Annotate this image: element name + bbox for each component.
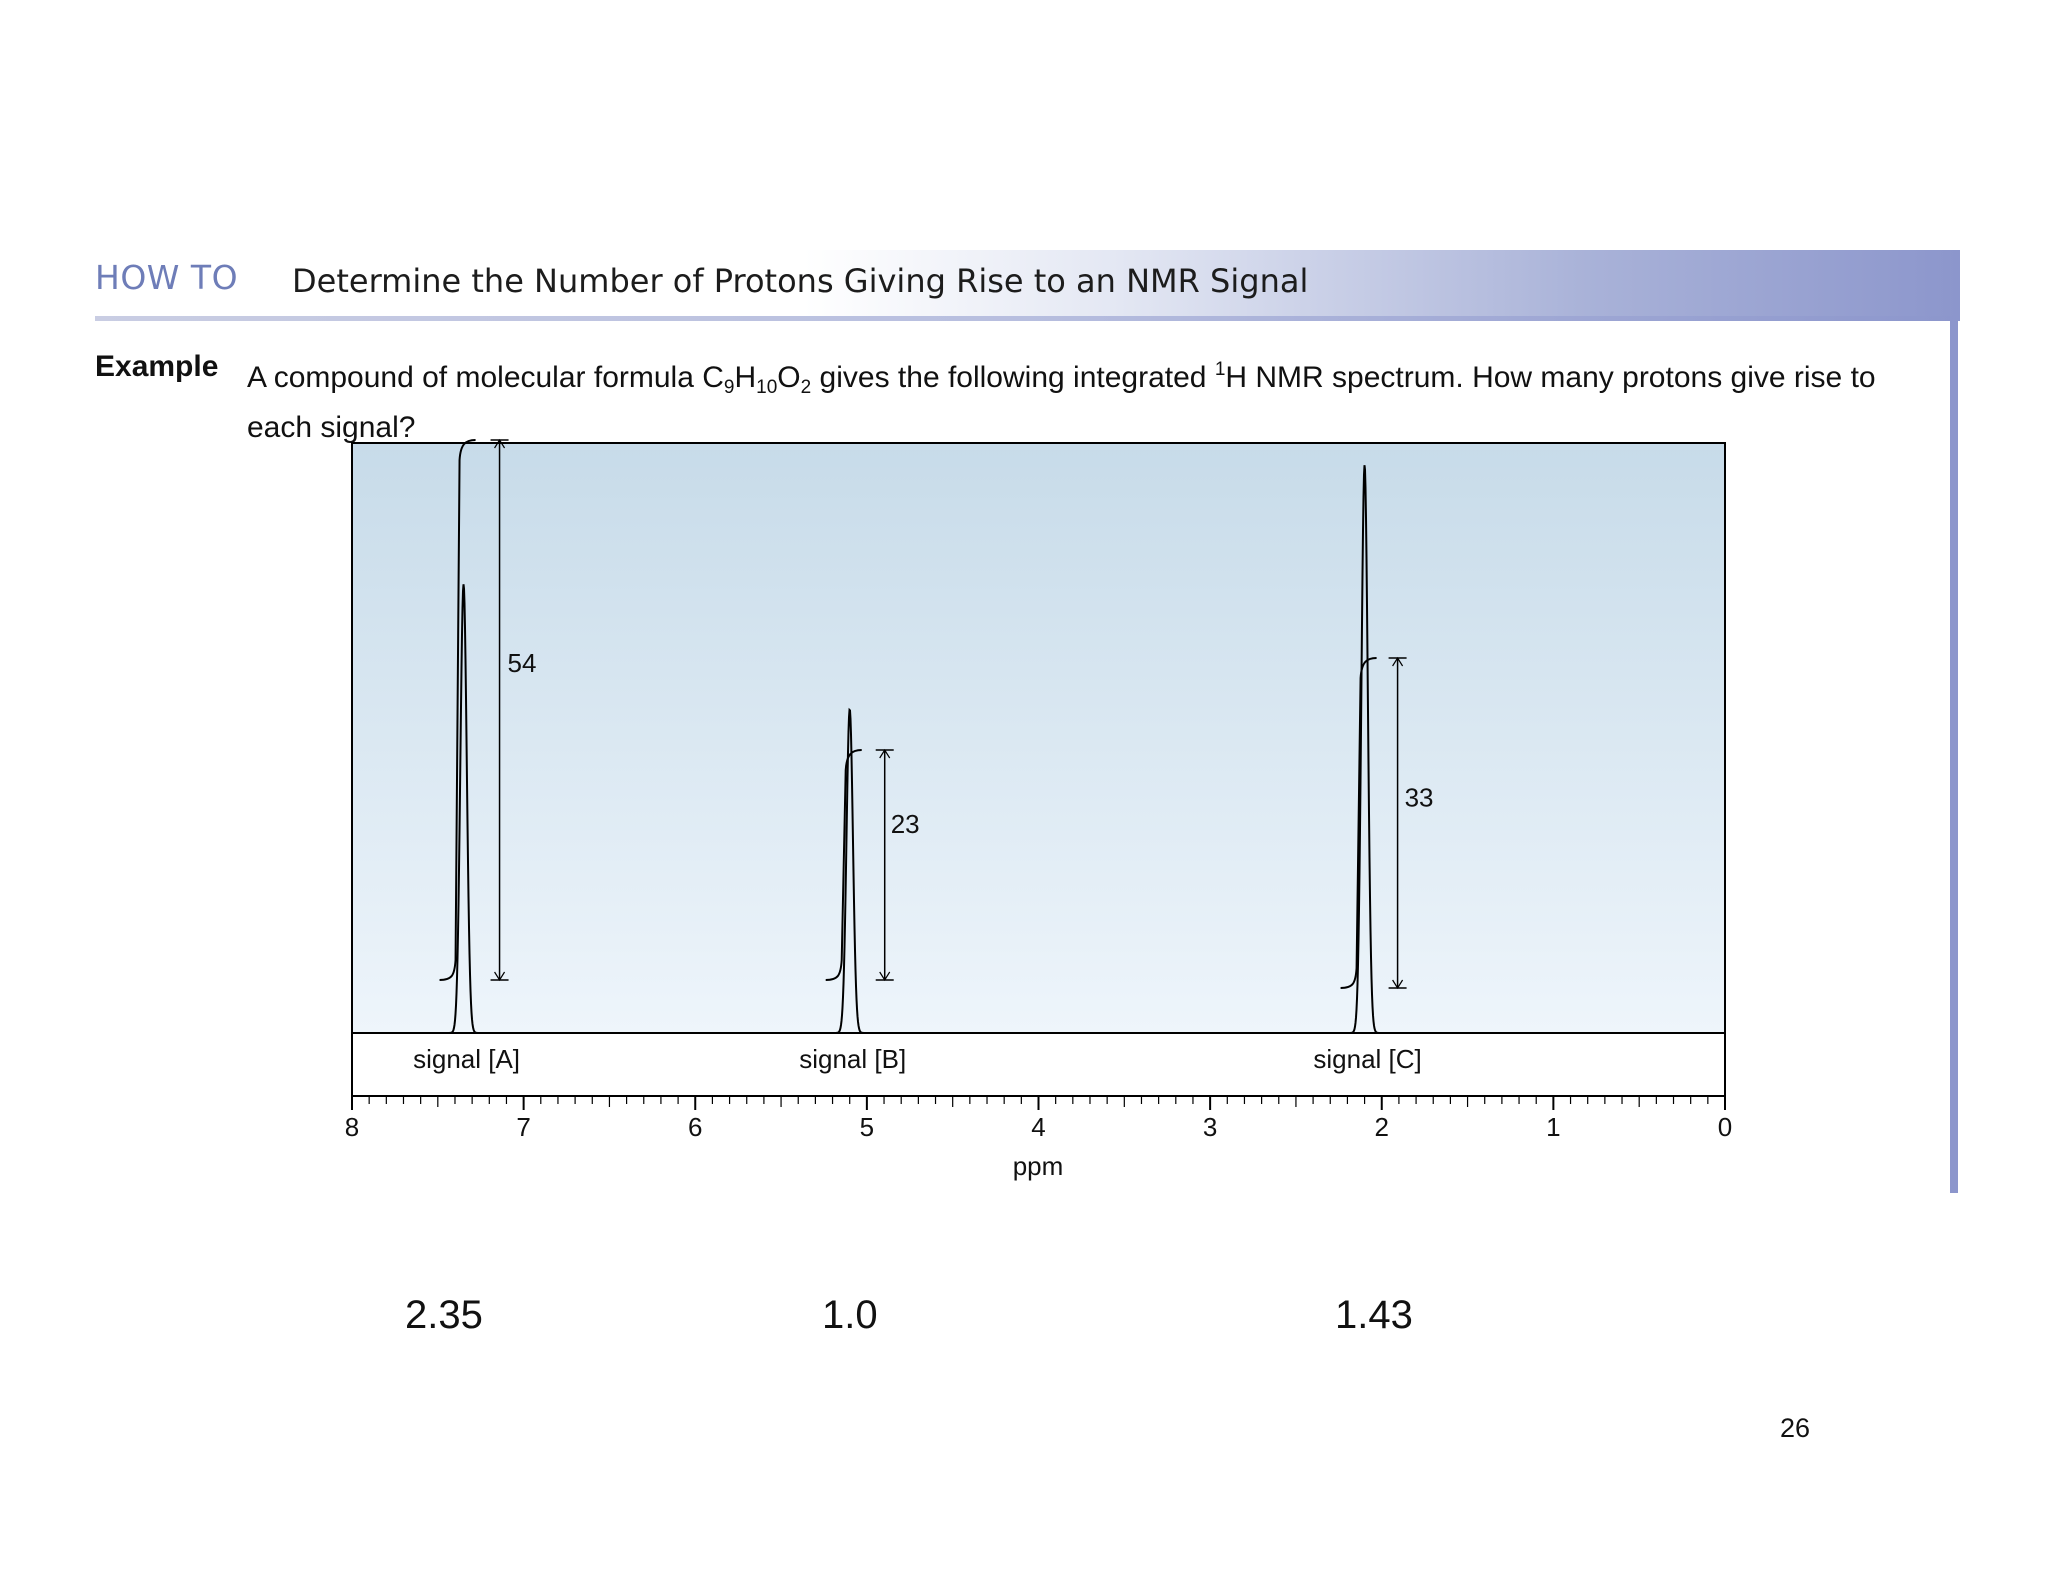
x-tick-label: 0 (1718, 1112, 1732, 1142)
header-rule (95, 316, 1960, 321)
integral-curve (825, 749, 862, 981)
integral-value-label: 33 (1405, 783, 1434, 813)
x-tick-label: 2 (1375, 1112, 1389, 1142)
answer-signal-b: 1.0 (822, 1293, 878, 1337)
x-tick-label: 1 (1546, 1112, 1560, 1142)
integral-curve (439, 439, 476, 981)
signal-label: signal [A] (413, 1044, 520, 1074)
integral-curve (1340, 657, 1377, 989)
signal-labels: signal [A] signal [B] signal [C] (413, 1044, 1422, 1074)
integral-curves: 54 23 33 (439, 438, 1434, 990)
signal-label: signal [C] (1313, 1044, 1421, 1074)
howto-label: HOW TO (95, 258, 239, 297)
signal-label: signal [B] (799, 1044, 906, 1074)
right-border-rule (1950, 320, 1958, 1193)
integral-bar-arrowhead (879, 748, 891, 759)
integral-bar-arrowhead (494, 438, 506, 449)
x-tick-label: 7 (516, 1112, 530, 1142)
integral-bar-arrowhead (1392, 979, 1404, 990)
integral-bar-arrowhead (879, 971, 891, 982)
x-axis-tick-labels: 8 7 6 5 4 3 2 1 0 (345, 1112, 1732, 1142)
x-tick-label: 4 (1031, 1112, 1045, 1142)
plot-area (351, 442, 1726, 1034)
page-number: 26 (1780, 1413, 1811, 1443)
integral-bar-arrowhead (494, 971, 506, 982)
header-banner (95, 250, 1960, 320)
integral-value-label: 23 (891, 809, 920, 839)
answer-signal-c: 1.43 (1335, 1293, 1413, 1337)
x-tick-label: 5 (860, 1112, 874, 1142)
answer-signal-a: 2.35 (405, 1293, 483, 1337)
example-question: A compound of molecular formula C9H10O2 … (247, 359, 1876, 444)
x-tick-label: 8 (345, 1112, 359, 1142)
howto-title: Determine the Number of Protons Giving R… (292, 262, 1309, 300)
integral-bar-arrowhead (1392, 656, 1404, 667)
x-axis-label: ppm (1013, 1151, 1064, 1181)
x-tick-label: 3 (1203, 1112, 1217, 1142)
spectrum-trace (352, 465, 1725, 1034)
label-strip (351, 1032, 1726, 1097)
x-tick-label: 6 (688, 1112, 702, 1142)
x-axis-ticks (351, 1096, 1726, 1110)
integral-value-label: 54 (508, 648, 537, 678)
example-label: Example (95, 350, 219, 383)
